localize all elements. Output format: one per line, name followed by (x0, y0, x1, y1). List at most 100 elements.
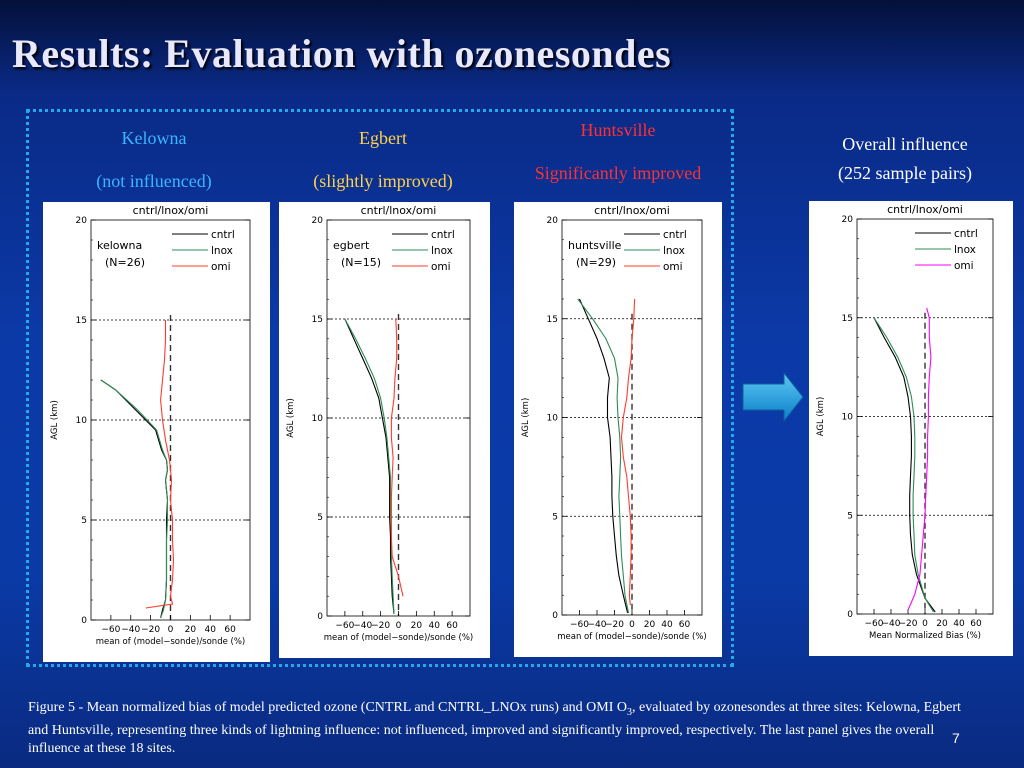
legend-label-lnox: lnox (211, 245, 233, 257)
series-line-omi (145, 320, 175, 609)
chart-panel-overall: cntrl/lnox/omi 0 5 10 15 20 −60 −40 −20 0 20 40 60 Me… (809, 201, 1013, 656)
label-overall-count: (252 sample pairs) (838, 163, 972, 183)
y-tick-label: 15 (547, 315, 558, 325)
y-tick-label: 0 (847, 610, 853, 620)
y-axis-label: AGL (km) (50, 400, 60, 440)
label-egbert-name: Egbert (359, 128, 407, 148)
x-axis-label: Mean Normalized Bias (%) (869, 631, 981, 641)
x-axis-label: mean of (model−sonde)/sonde (%) (557, 632, 706, 642)
sample-count-label: (N=26) (105, 256, 145, 269)
legend-label-lnox: lnox (663, 245, 685, 257)
legend-label-omi: omi (211, 261, 231, 273)
y-axis-label: AGL (km) (286, 398, 296, 438)
y-tick-label: 20 (842, 215, 854, 225)
x-tick-label: 60 (224, 625, 236, 635)
label-egbert-note: (slightly improved) (313, 171, 453, 191)
x-tick-label: 40 (429, 621, 441, 631)
chart-overall: cntrl/lnox/omi 0 5 10 15 20 −60−40−20 0 20 40 60 Me… (816, 203, 994, 641)
chart-title: cntrl/lnox/omi (887, 203, 963, 216)
chart-panel-kelowna: cntrl/lnox/omi 0 5 10 15 20 −60 −40 −20 0 20 40 60 me… (43, 202, 270, 662)
chart-panel-egbert: cntrl/lnox/omi 0 5 10 15 20 −60 −40 −20 0 20 40 60 me… (279, 202, 490, 658)
caption-text-start: Figure 5 - Mean normalized bias of model… (28, 700, 628, 715)
y-tick-label: 5 (317, 513, 323, 523)
chart-panel-huntsville: cntrl/lnox/omi 0 5 10 15 20 −60 −40 −20 0 20 40 60 me… (514, 202, 722, 657)
legend-label-cntrl: cntrl (211, 229, 235, 241)
x-tick-label: 0 (168, 625, 174, 635)
y-tick-label: 0 (81, 616, 87, 626)
series-line-lnox (100, 379, 169, 619)
x-tick-label: −20 (605, 620, 624, 630)
x-tick-label: −20 (141, 625, 160, 635)
series-line-cntrl (873, 317, 936, 613)
series-line-omi (620, 298, 636, 606)
sample-count-label: (N=29) (576, 256, 616, 269)
caption-text-end: , evaluated by ozonesondes at three site… (28, 700, 961, 756)
chart-title: cntrl/lnox/omi (594, 204, 670, 217)
slide-title: Results: Evaluation with ozonesondes (12, 31, 672, 76)
label-overall: Overall influence (252 sample pairs) (800, 134, 1010, 184)
x-axis-label: mean of (model−sonde)/sonde (%) (324, 633, 473, 643)
series-line-cntrl (344, 318, 395, 615)
x-tick-label: −20 (371, 621, 390, 631)
y-tick-label: 10 (547, 414, 559, 424)
site-label: kelowna (97, 239, 142, 252)
y-tick-label: 10 (312, 414, 324, 424)
sample-count-label: (N=15) (341, 256, 381, 269)
x-tick-label: −40 (882, 619, 901, 629)
x-tick-label: 20 (411, 621, 423, 631)
label-egbert: Egbert (slightly improved) (276, 128, 490, 192)
right-arrow-icon (742, 372, 804, 422)
x-tick-label: 40 (953, 619, 965, 629)
legend-label-lnox: lnox (954, 244, 976, 256)
chart-title: cntrl/lnox/omi (361, 204, 437, 217)
label-huntsville-note: Significantly improved (534, 163, 702, 183)
x-tick-label: −60 (335, 621, 354, 631)
legend-label-lnox: lnox (431, 245, 453, 257)
legend-label-omi: omi (431, 261, 451, 273)
y-tick-label: 10 (842, 413, 854, 423)
y-tick-label: 15 (76, 316, 87, 326)
x-tick-label: 0 (922, 619, 928, 629)
chart-egbert: cntrl/lnox/omi 0 5 10 15 20 −60−40−20 0 20 40 60 me… (286, 204, 473, 643)
y-tick-label: 15 (842, 314, 853, 324)
x-tick-label: −40 (353, 621, 372, 631)
label-kelowna-name: Kelowna (121, 128, 187, 148)
series-line-lnox (344, 318, 395, 615)
figure-caption: Figure 5 - Mean normalized bias of model… (28, 699, 978, 758)
x-tick-label: 60 (970, 619, 982, 629)
sites-group-frame (26, 109, 734, 667)
page-number: 7 (952, 730, 960, 746)
x-tick-label: 60 (446, 621, 458, 631)
caption-subscript: 3 (627, 706, 633, 718)
legend-label-cntrl: cntrl (431, 229, 455, 241)
x-tick-label: −20 (899, 619, 918, 629)
legend-label-cntrl: cntrl (954, 228, 978, 240)
y-tick-label: 20 (76, 216, 88, 226)
x-tick-label: 40 (661, 620, 673, 630)
x-tick-label: −60 (865, 619, 884, 629)
chart-kelowna: cntrl/lnox/omi 0 5 10 15 20 −60 −40 −20 0 20 40 60 me… (50, 204, 251, 647)
x-tick-label: 0 (396, 621, 402, 631)
y-tick-label: 0 (552, 611, 558, 621)
series-line-cntrl (100, 379, 169, 619)
x-tick-label: 0 (629, 620, 635, 630)
x-tick-label: 20 (936, 619, 948, 629)
legend-label-omi: omi (954, 260, 974, 272)
site-label: huntsville (568, 239, 622, 252)
x-tick-label: 60 (679, 620, 691, 630)
chart-huntsville: cntrl/lnox/omi 0 5 10 15 20 −60−40−20 0 20 40 60 me… (521, 204, 707, 642)
x-tick-label: −60 (570, 620, 589, 630)
series-line-lnox (577, 298, 630, 614)
series-line-lnox (873, 317, 934, 613)
x-tick-label: −60 (101, 625, 120, 635)
x-axis-label: mean of (model−sonde)/sonde (%) (96, 637, 245, 647)
y-tick-label: 5 (552, 512, 558, 522)
legend-label-omi: omi (663, 261, 683, 273)
x-tick-label: 20 (185, 625, 197, 635)
y-axis-label: AGL (km) (816, 397, 826, 437)
y-tick-label: 10 (76, 416, 88, 426)
x-tick-label: 40 (205, 625, 217, 635)
y-tick-label: 20 (312, 216, 324, 226)
label-kelowna-note: (not influenced) (96, 171, 212, 191)
y-tick-label: 20 (547, 216, 559, 226)
